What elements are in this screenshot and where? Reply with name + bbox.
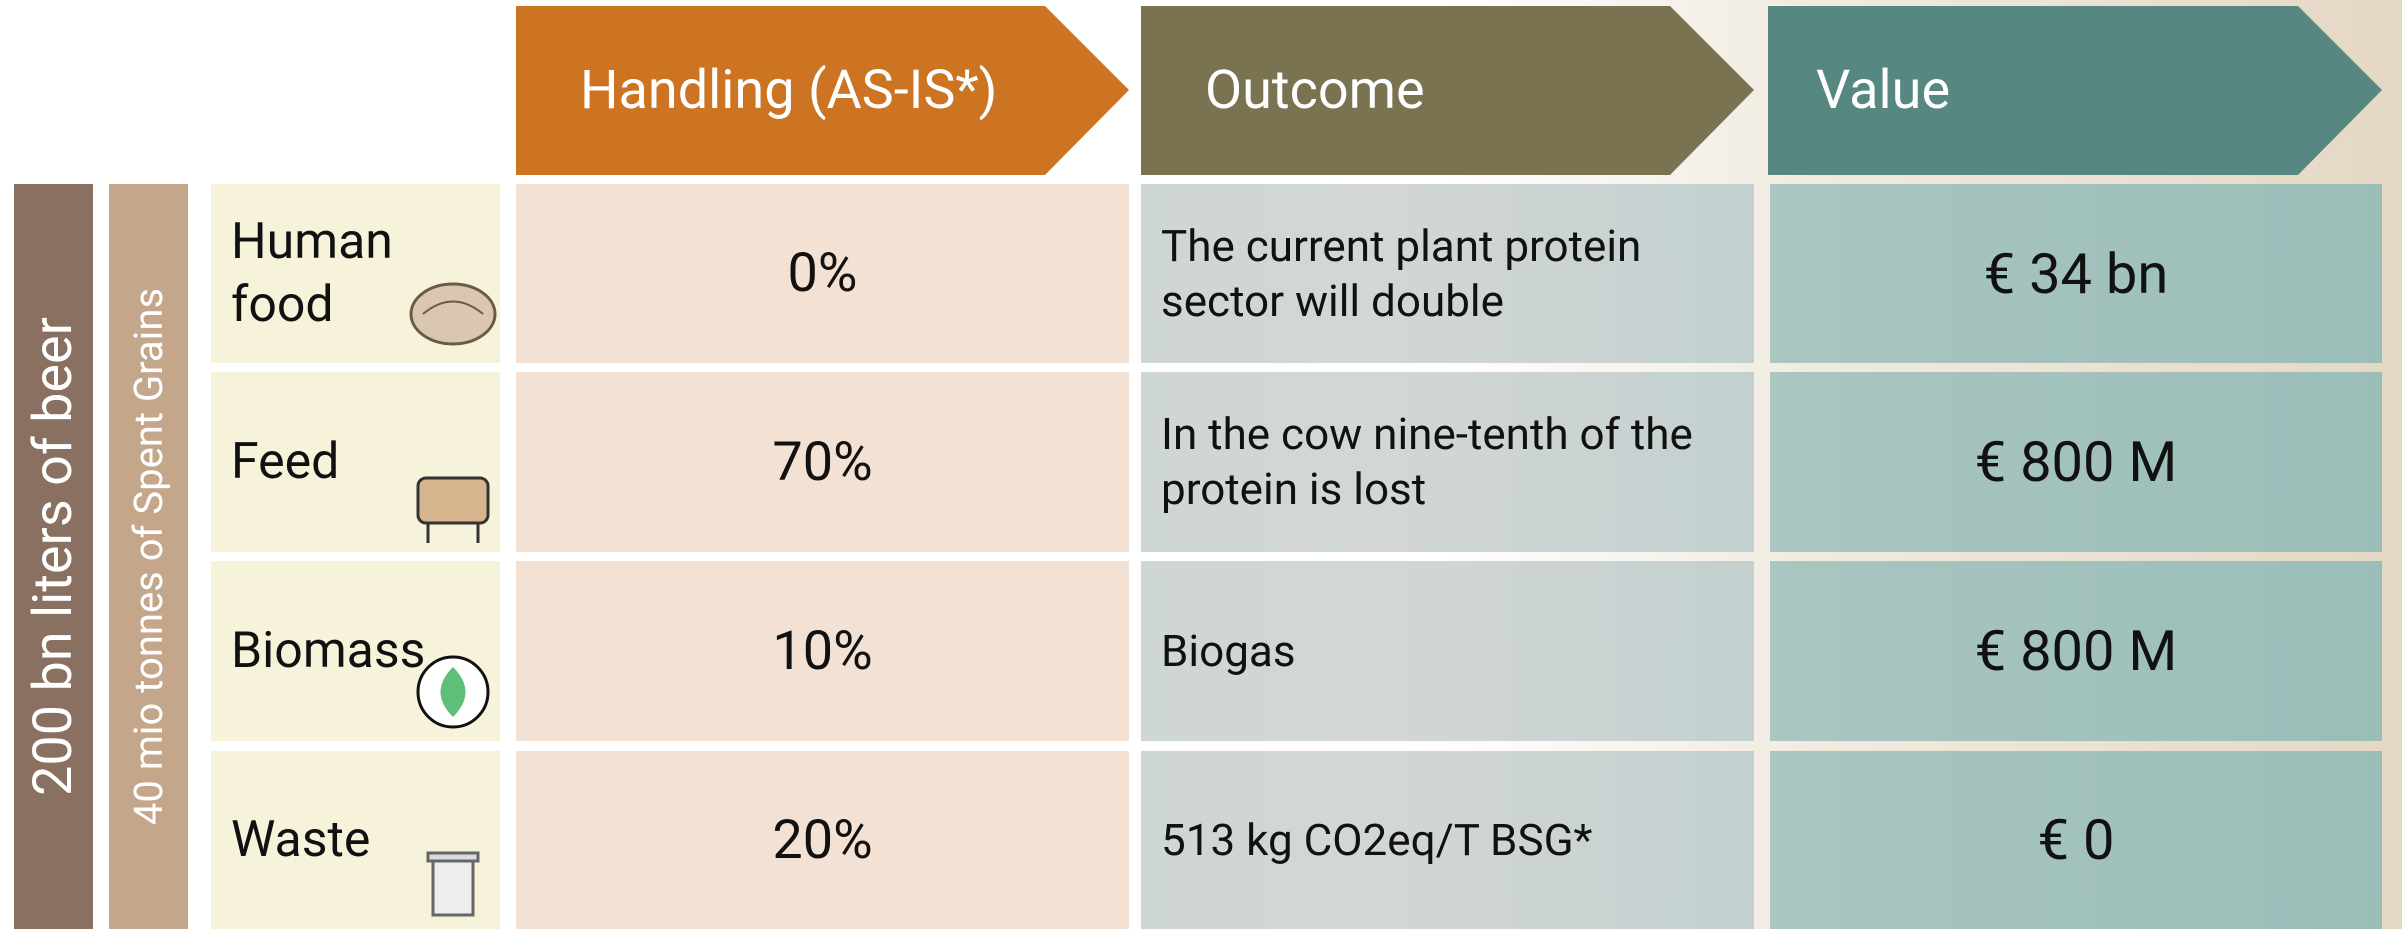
outcome-cell: 513 kg CO2eq/T BSG* [1141, 751, 1754, 929]
inner-side-text: 40 mio tonnes of Spent Grains [125, 288, 172, 825]
header-title: Handling (AS-IS*) [580, 6, 997, 175]
value-cell-text: € 800 M [1975, 618, 2178, 684]
handling-cell-text: 70% [772, 431, 872, 494]
category-cell: Biomass [211, 561, 500, 741]
handling-cell: 0% [516, 184, 1129, 363]
category-icon [408, 835, 498, 925]
handling-cell-text: 10% [772, 620, 872, 683]
value-cell: € 800 M [1770, 372, 2382, 552]
handling-cell: 10% [516, 561, 1129, 741]
category-cell-text: Feed [231, 431, 339, 494]
outcome-cell: In the cow nine-tenth of the protein is … [1141, 372, 1754, 552]
outer-side-text: 200 bn liters of beer [22, 317, 85, 796]
outcome-cell-text: Biogas [1161, 624, 1296, 679]
category-cell: Waste [211, 751, 500, 929]
value-cell: € 34 bn [1770, 184, 2382, 363]
category-cell-text: Biomass [231, 620, 421, 683]
category-cell: Feed [211, 372, 500, 552]
outcome-cell-text: In the cow nine-tenth of the protein is … [1161, 407, 1701, 517]
category-cell-text: Waste [231, 809, 370, 872]
value-cell: € 800 M [1770, 561, 2382, 741]
slide: Handling (AS-IS*) Outcome Value 200 bn l… [0, 0, 2402, 929]
inner-side-label: 40 mio tonnes of Spent Grains [109, 184, 188, 929]
outcome-cell: Biogas [1141, 561, 1754, 741]
category-icon [408, 269, 498, 359]
handling-cell: 70% [516, 372, 1129, 552]
value-cell-text: € 34 bn [1984, 241, 2169, 307]
category-cell-text: Human food [231, 211, 421, 336]
value-cell-text: € 800 M [1975, 429, 2178, 495]
handling-cell-text: 20% [772, 809, 872, 872]
outcome-cell: The current plant protein sector will do… [1141, 184, 1754, 363]
handling-cell-text: 0% [788, 242, 858, 305]
header-title: Outcome [1205, 6, 1425, 175]
outcome-cell-text: 513 kg CO2eq/T BSG* [1161, 813, 1593, 868]
header-title: Value [1816, 6, 1950, 175]
outer-side-label: 200 bn liters of beer [14, 184, 93, 929]
value-cell-text: € 0 [2038, 807, 2115, 873]
category-cell: Human food [211, 184, 500, 363]
header-arrows [0, 0, 2402, 180]
category-icon [408, 647, 498, 737]
value-cell: € 0 [1770, 751, 2382, 929]
outcome-cell-text: The current plant protein sector will do… [1161, 219, 1701, 329]
handling-cell: 20% [516, 751, 1129, 929]
category-icon [408, 458, 498, 548]
